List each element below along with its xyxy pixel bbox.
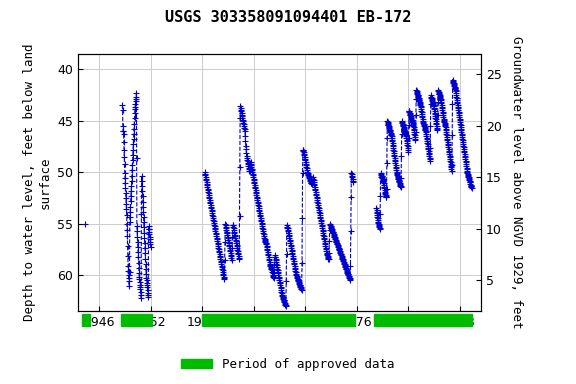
Legend: Period of approved data: Period of approved data (176, 353, 400, 376)
Bar (82, 314, 90, 326)
Bar (202, 314, 355, 326)
Bar (120, 314, 153, 326)
Y-axis label: Groundwater level above NGVD 1929, feet: Groundwater level above NGVD 1929, feet (510, 36, 523, 329)
Bar (374, 314, 472, 326)
Y-axis label: Depth to water level, feet below land
surface: Depth to water level, feet below land su… (24, 44, 51, 321)
Text: USGS 303358091094401 EB-172: USGS 303358091094401 EB-172 (165, 10, 411, 25)
